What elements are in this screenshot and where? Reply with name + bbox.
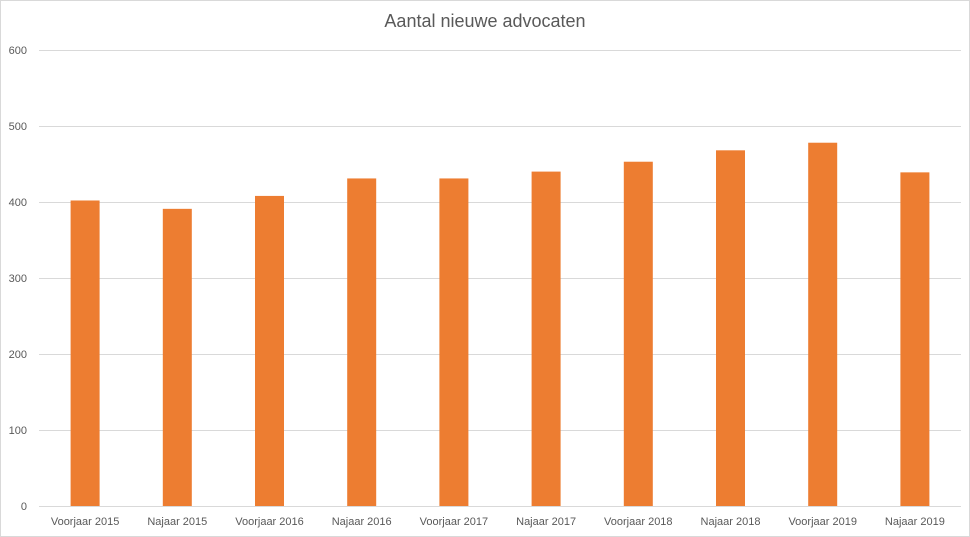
bars (70, 142, 930, 507)
bar (531, 171, 561, 506)
x-tick-label: Voorjaar 2018 (604, 516, 673, 528)
bar (347, 178, 377, 506)
bar (70, 200, 100, 507)
chart-title: Aantal nieuwe advocaten (384, 11, 586, 31)
x-tick-label: Najaar 2016 (332, 516, 392, 528)
bar (439, 178, 469, 506)
y-tick-label: 600 (9, 45, 27, 57)
x-axis-ticks: Voorjaar 2015 Najaar 2015 Voorjaar 2016 Naj… (51, 516, 945, 528)
y-axis-ticks: 0 100 200 300 400 500 600 (9, 45, 27, 513)
x-tick-label: Najaar 2018 (701, 516, 761, 528)
y-tick-label: 300 (9, 273, 27, 285)
x-tick-label: Voorjaar 2017 (420, 516, 489, 528)
x-tick-label: Voorjaar 2016 (235, 516, 304, 528)
y-tick-label: 200 (9, 349, 27, 361)
y-tick-label: 500 (9, 121, 27, 133)
y-tick-label: 100 (9, 425, 27, 437)
bar (900, 172, 930, 507)
bar (716, 150, 745, 506)
y-tick-label: 400 (9, 197, 27, 209)
bar (162, 208, 192, 506)
bar (808, 142, 838, 506)
x-tick-label: Najaar 2015 (147, 516, 207, 528)
y-tick-label: 0 (21, 501, 27, 513)
x-tick-label: Najaar 2017 (516, 516, 576, 528)
x-tick-label: Voorjaar 2015 (51, 516, 120, 528)
x-tick-label: Voorjaar 2019 (788, 516, 857, 528)
grid-lines (39, 50, 961, 507)
bar (255, 195, 284, 507)
x-tick-label: Najaar 2019 (885, 516, 945, 528)
bar (623, 161, 653, 506)
